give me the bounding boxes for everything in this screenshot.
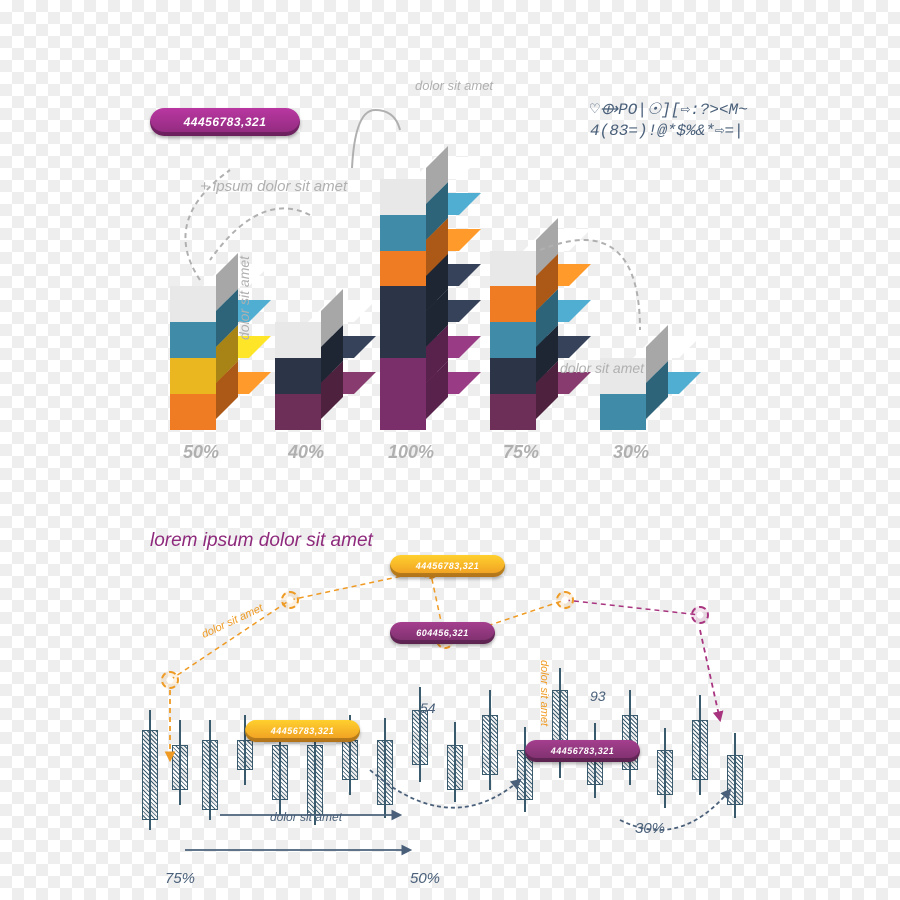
candle-text-label: 93 <box>590 688 606 704</box>
cube-face-front <box>490 251 536 287</box>
side-annotation: dolor sit amet <box>560 360 644 376</box>
scribble-line: 4(83=)!@*$%&*⇨=| <box>590 121 748 142</box>
stack-pct-label: 40% <box>288 442 324 900</box>
candle-pill: 44456783,321 <box>525 740 640 762</box>
arrow-path <box>352 110 400 168</box>
chart-node <box>556 591 574 609</box>
candle-text-label: dolor sit amet <box>270 810 342 824</box>
annotation-top: dolor sit amet <box>415 78 493 93</box>
chart-node <box>281 591 299 609</box>
scribble-line: ♡⟴PO|☉][⇨:?><M~ <box>590 100 748 121</box>
candle-arrow <box>700 630 720 720</box>
stack-pct-label: 100% <box>388 442 434 900</box>
candle-text-label: 75% <box>165 870 195 887</box>
candle-text-label: dolor sit amet <box>538 660 550 726</box>
candle-body <box>657 750 673 795</box>
section2-title: lorem ipsum dolor sit amet <box>150 530 373 552</box>
candle-body <box>172 745 188 790</box>
candle-body <box>692 720 708 780</box>
cube <box>380 179 426 225</box>
cube-face-front <box>380 179 426 215</box>
candle-pill: 604456,321 <box>390 622 495 644</box>
candle-body <box>482 715 498 775</box>
cube <box>490 251 536 297</box>
vert-annotation: dolor sit amet <box>236 256 252 340</box>
stack-pct-label: 50% <box>183 442 219 900</box>
candle-body <box>727 755 743 805</box>
cube <box>170 286 216 332</box>
candle-body <box>202 740 218 810</box>
annotation-mid: + ipsum dolor sit amet <box>200 178 347 195</box>
cube-face-front <box>170 286 216 322</box>
candle-text-label: 30% <box>635 820 665 837</box>
candle-body <box>237 740 253 770</box>
cube-face-front <box>275 322 321 358</box>
candle-body <box>342 740 358 780</box>
candle-body <box>377 740 393 805</box>
candle-pill: 44456783,321 <box>390 555 505 577</box>
candle-body <box>142 730 158 820</box>
candle-body <box>412 710 428 765</box>
arrow-path <box>210 208 310 260</box>
handwritten-scribble: ♡⟴PO|☉][⇨:?><M~4(83=)!@*$%&*⇨=| <box>590 100 748 142</box>
candle-pill: 44456783,321 <box>245 720 360 742</box>
candle-body <box>447 745 463 790</box>
header-stat-pill: 44456783,321 <box>150 108 300 136</box>
cube <box>275 322 321 368</box>
candle-text-label: 54 <box>420 700 436 716</box>
chart-node <box>161 671 179 689</box>
stack-pct-label: 75% <box>503 442 539 900</box>
chart-node <box>691 606 709 624</box>
candle-text-label: 50% <box>410 870 440 887</box>
candle-body <box>272 745 288 800</box>
candle-body <box>307 745 323 815</box>
